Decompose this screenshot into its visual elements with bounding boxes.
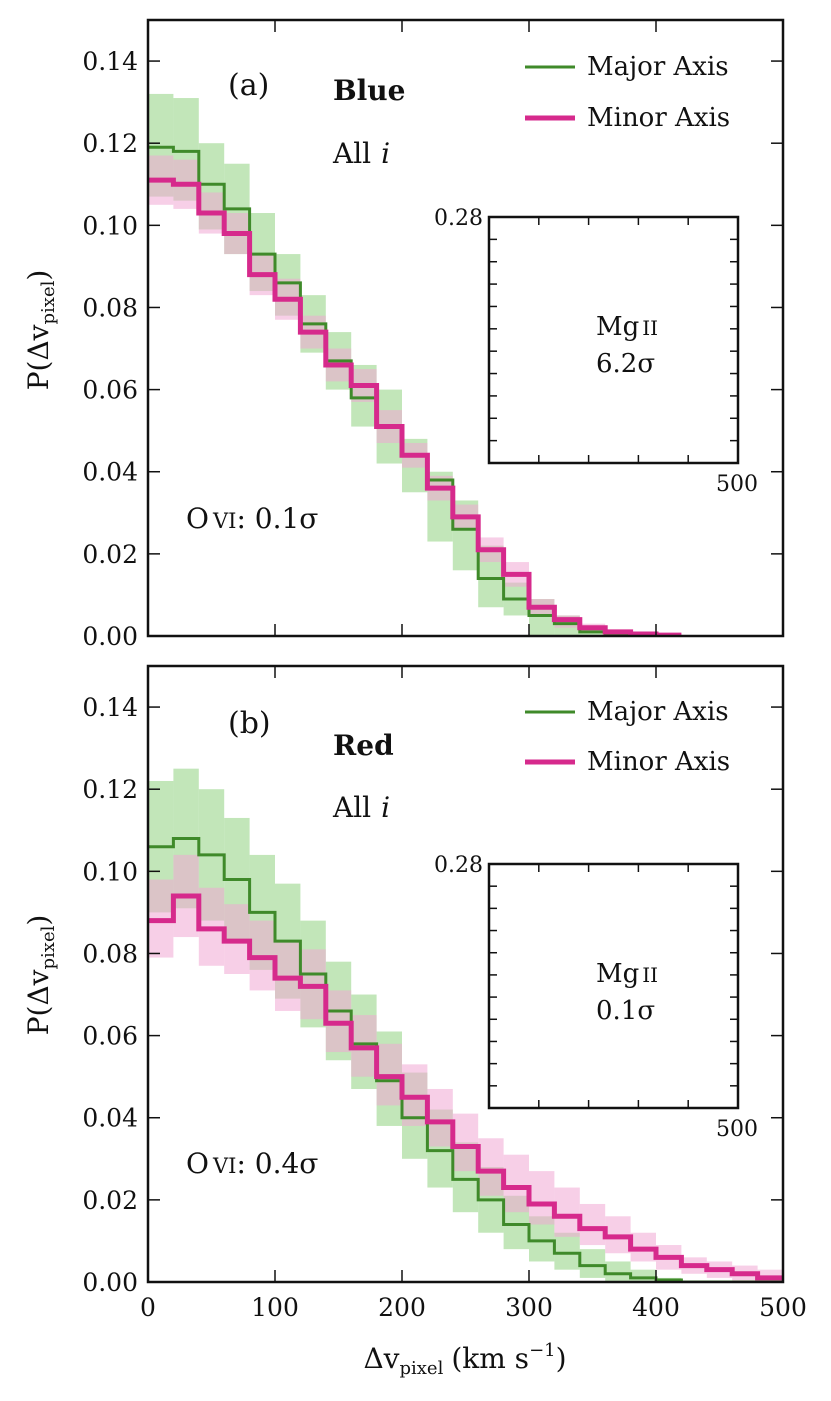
panel-b-panel-label: (b)	[228, 706, 271, 741]
panel-a-inset-frame	[487, 215, 740, 465]
panel-a-inset: 0.28 500 Mg II 6.2σ	[434, 206, 758, 497]
panel-a-ovi-sigma: : 0.1σ	[236, 502, 318, 535]
panel-b-xtick-label-5: 500	[759, 1293, 807, 1322]
panel-b-minor-band-bin-16	[554, 1187, 580, 1237]
panel-b-ytick-label-4: 0.08	[82, 939, 138, 968]
panel-a-ytick-label-6: 0.12	[82, 129, 138, 158]
panel-b-minor-band-bin-11	[427, 1088, 453, 1147]
panel-a-inset-sigma: 6.2σ	[596, 349, 655, 379]
panel-a-ytick-label-3: 0.06	[82, 376, 138, 405]
panel-b-ytick-label-2: 0.04	[82, 1104, 138, 1133]
panel-a-ytick-label-2: 0.04	[82, 458, 138, 487]
panel-b-ovi-ion-small: VI	[212, 1154, 236, 1178]
panel-a-ovi-significance: O VI: 0.1σ	[186, 502, 318, 535]
panel-b-inset-ytop-label: 0.28	[434, 853, 483, 878]
panel-a-panel-label: (a)	[228, 68, 269, 103]
panel-a: 0.00 0.02 0.04 0.06 0.08 0.10 0.12 0.14 (a) Blue A…	[82, 18, 785, 651]
panel-b-plot-area	[148, 768, 783, 1282]
panel-a-inset-ytop-label: 0.28	[434, 206, 483, 231]
panel-b-legend-major-label: Major Axis	[587, 697, 729, 727]
panel-a-ovi-ion-small: VI	[212, 509, 236, 533]
panel-a-legend-minor-label: Minor Axis	[587, 103, 730, 133]
panel-b-frame	[146, 664, 785, 1284]
panel-b-major-band-bin-18	[605, 1261, 631, 1282]
panel-b-xtick-label-2: 200	[378, 1293, 426, 1322]
panel-b-inclination-word: All	[332, 791, 371, 824]
panel-b-ytick-label-5: 0.10	[82, 857, 138, 886]
panel-a-ovi-ion: O	[186, 502, 209, 535]
panel-a-inset-ion-label: Mg II	[596, 312, 658, 342]
panel-b-xtick-label-3: 300	[505, 1293, 553, 1322]
panel-b-ovi-ion: O	[186, 1147, 209, 1180]
panel-b-ytick-label-3: 0.06	[82, 1022, 138, 1051]
panel-a-ytick-label-4: 0.08	[82, 293, 138, 322]
y-axis-label-top: P(Δvpixel)	[22, 270, 59, 391]
panel-b-inset-ion: Mg	[596, 959, 639, 989]
y-axis-label-bottom: P(Δvpixel)	[22, 915, 59, 1036]
x-axis-label: Δvpixel (km s−1)	[363, 1340, 566, 1379]
panel-a-ytick-label-1: 0.02	[82, 540, 138, 569]
panel-a-inset-ion-small: II	[642, 316, 658, 340]
panel-b-inset-ion-small: II	[642, 963, 658, 987]
panel-b-inset-frame	[487, 862, 740, 1110]
panel-a-ytick-label-7: 0.14	[82, 47, 138, 76]
panel-b-minor-band-bin-15	[529, 1171, 555, 1225]
panel-b-minor-band-bin-13	[478, 1138, 504, 1196]
panel-a-inset-xright-label: 500	[716, 472, 758, 497]
panel-b-ovi-significance: O VI: 0.4σ	[186, 1147, 318, 1180]
panel-a-plot-area	[148, 93, 682, 636]
panel-b-inclination-var: i	[381, 791, 390, 824]
panel-b-inset: 0.28 500 Mg II 0.1σ	[434, 853, 758, 1142]
panel-b-ovi-sigma: : 0.4σ	[236, 1147, 318, 1180]
panel-a-population-label: Blue	[333, 74, 405, 107]
panel-a-inclination-var: i	[381, 137, 390, 170]
panel-b: 0.00 0.02 0.04 0.06 0.08 0.10 0.12 0.14 0 100 200 3…	[82, 664, 807, 1322]
panel-b-ytick-label-6: 0.12	[82, 775, 138, 804]
panel-b-major-band-bin-17	[579, 1249, 606, 1278]
panel-b-major-axis-line	[148, 836, 783, 1282]
panel-a-ytick-label-5: 0.10	[82, 211, 138, 240]
panel-a-inclination-label: All i	[332, 137, 390, 170]
panel-b-population-label: Red	[333, 729, 394, 762]
panel-a-inclination-word: All	[332, 137, 371, 170]
panel-b-ytick-label-7: 0.14	[82, 693, 138, 722]
panel-b-xtick-label-4: 400	[632, 1293, 680, 1322]
panel-b-inset-ion-label: Mg II	[596, 959, 658, 989]
panel-b-inset-xright-label: 500	[716, 1117, 758, 1142]
panel-b-major-band-bin-19	[630, 1269, 656, 1282]
panel-b-inset-sigma: 0.1σ	[596, 996, 655, 1026]
panel-a-inset-ion: Mg	[596, 312, 639, 342]
panel-b-legend-minor-label: Minor Axis	[587, 747, 730, 777]
panel-b-xtick-label-1: 100	[251, 1293, 299, 1322]
panel-b-ytick-label-1: 0.02	[82, 1186, 138, 1215]
panel-a-legend-major-label: Major Axis	[587, 52, 729, 82]
panel-b-minor-band-bin-12	[452, 1113, 479, 1172]
panel-b-minor-band-bin-17	[579, 1203, 606, 1246]
panel-a-ytick-label-0: 0.00	[82, 622, 138, 651]
panel-a-frame	[146, 18, 785, 638]
panel-b-inclination-label: All i	[332, 791, 390, 824]
panel-b-minor-band-bin-14	[503, 1154, 529, 1213]
panel-b-minor-axis-line	[148, 893, 783, 1281]
panel-b-major-band-bin-16	[554, 1232, 580, 1270]
panel-a-minor-axis-line	[148, 177, 682, 636]
panel-b-ytick-label-0: 0.00	[82, 1268, 138, 1297]
panel-b-xtick-label-0: 0	[140, 1293, 156, 1322]
